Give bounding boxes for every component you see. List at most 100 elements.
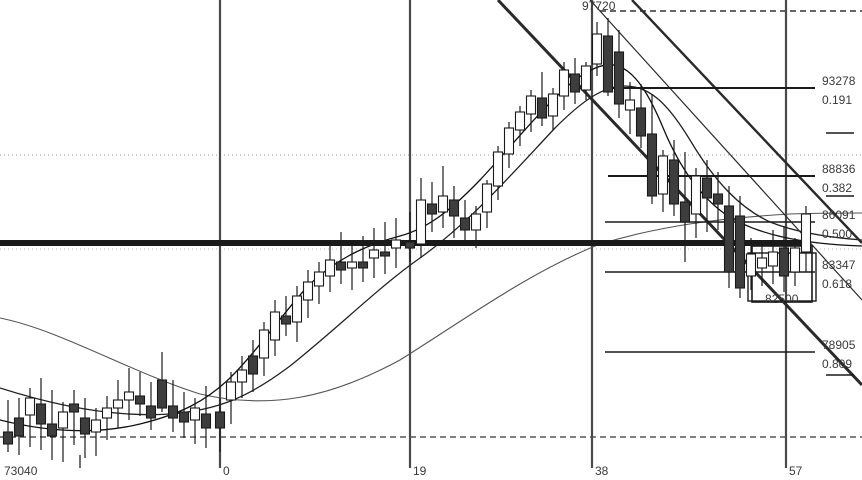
candle-body-bullish: [514, 111, 526, 131]
candlestick[interactable]: [745, 238, 757, 290]
candlestick[interactable]: [481, 180, 493, 228]
candlestick[interactable]: [280, 296, 292, 336]
candlestick[interactable]: [426, 182, 438, 232]
candlestick[interactable]: [635, 84, 647, 148]
candlestick[interactable]: [46, 390, 58, 460]
candlestick[interactable]: [800, 206, 812, 272]
candlestick[interactable]: [189, 398, 201, 444]
candlestick[interactable]: [712, 172, 724, 230]
candlestick[interactable]: [225, 372, 237, 424]
candlestick[interactable]: [569, 58, 581, 104]
candlestick[interactable]: [778, 226, 790, 292]
candle-body-bearish: [723, 205, 735, 273]
candle-body-bullish: [657, 155, 669, 195]
candlestick[interactable]: [470, 206, 482, 248]
candlestick[interactable]: [13, 398, 25, 455]
candlestick[interactable]: [448, 186, 460, 238]
candle-body-bullish: [690, 175, 702, 215]
candlestick[interactable]: [368, 228, 380, 278]
fib-ratio-label: 0.618: [822, 277, 852, 291]
candlestick[interactable]: [789, 238, 801, 286]
candlestick[interactable]: [79, 398, 91, 458]
candlestick[interactable]: [200, 386, 212, 448]
candlestick[interactable]: [437, 166, 449, 228]
candle-body-bearish: [357, 261, 369, 269]
candlestick[interactable]: [112, 380, 124, 428]
candlestick[interactable]: [558, 62, 570, 110]
candlestick[interactable]: [492, 146, 504, 200]
candlestick[interactable]: [646, 94, 658, 204]
candlestick[interactable]: [214, 398, 226, 452]
candlestick[interactable]: [68, 390, 80, 445]
candlestick[interactable]: [580, 62, 592, 100]
candlestick[interactable]: [101, 396, 113, 440]
candlestick[interactable]: [503, 122, 515, 168]
candlestick[interactable]: [390, 218, 402, 268]
candle-body-bearish: [459, 217, 471, 231]
candlestick[interactable]: [690, 168, 702, 238]
candlestick[interactable]: [313, 262, 325, 304]
candlestick[interactable]: [123, 368, 135, 420]
candle-body-bullish: [525, 95, 537, 115]
candle-body-bearish: [536, 97, 548, 119]
candle-body-bullish: [437, 195, 449, 213]
candlestick[interactable]: [2, 400, 14, 452]
candle-body-bearish: [46, 423, 58, 437]
candlestick-series[interactable]: [2, 18, 812, 462]
candlestick[interactable]: [24, 388, 36, 447]
candlestick[interactable]: [767, 230, 779, 284]
candlestick[interactable]: [679, 152, 691, 262]
candlestick[interactable]: [90, 408, 102, 456]
candle-body-bearish: [214, 411, 226, 429]
candlestick[interactable]: [324, 242, 336, 292]
candlestick[interactable]: [167, 380, 179, 432]
x-axis-tick-label: 19: [413, 464, 427, 478]
candle-body-bearish: [646, 133, 658, 197]
swing-low-label: 82500: [765, 292, 799, 306]
candlestick[interactable]: [591, 22, 603, 76]
candlestick[interactable]: [178, 392, 190, 438]
candlestick[interactable]: [156, 352, 168, 412]
candlestick[interactable]: [145, 382, 157, 430]
candlestick[interactable]: [668, 140, 680, 216]
candlestick[interactable]: [134, 372, 146, 416]
candlestick[interactable]: [335, 232, 347, 284]
candle-body-bullish: [492, 151, 504, 187]
candle-body-bullish: [24, 397, 36, 416]
candlestick[interactable]: [756, 242, 768, 286]
candlestick[interactable]: [291, 286, 303, 342]
candlestick[interactable]: [525, 90, 537, 132]
candlestick[interactable]: [269, 300, 281, 356]
trend-channel: [496, 0, 862, 387]
candlestick[interactable]: [35, 378, 47, 450]
candle-body-bearish: [134, 395, 146, 405]
candlestick[interactable]: [57, 402, 69, 462]
candlestick[interactable]: [613, 30, 625, 118]
candlestick[interactable]: [236, 356, 248, 398]
candlestick[interactable]: [357, 236, 369, 282]
candlestick[interactable]: [657, 150, 669, 212]
candlestick[interactable]: [459, 200, 471, 244]
candlestick[interactable]: [547, 88, 559, 130]
candlestick[interactable]: [247, 340, 259, 392]
candlestick[interactable]: [258, 322, 270, 376]
candlestick[interactable]: [536, 72, 548, 126]
candlestick[interactable]: [602, 18, 614, 96]
candle-body-bearish: [448, 199, 460, 217]
candle-body-bullish: [90, 419, 102, 433]
candlestick[interactable]: [404, 212, 416, 262]
candle-body-bullish: [470, 213, 482, 231]
candlestick[interactable]: [415, 178, 427, 258]
candle-body-bullish: [291, 295, 303, 323]
candlestick[interactable]: [734, 196, 746, 298]
candlestick[interactable]: [723, 186, 735, 288]
candlestick[interactable]: [346, 240, 358, 290]
x-axis-tick-label: 57: [789, 464, 803, 478]
candlestick[interactable]: [379, 222, 391, 274]
candlestick[interactable]: [624, 82, 636, 134]
candlestick[interactable]: [302, 270, 314, 318]
candlestick[interactable]: [701, 160, 713, 232]
candlestick[interactable]: [514, 106, 526, 146]
